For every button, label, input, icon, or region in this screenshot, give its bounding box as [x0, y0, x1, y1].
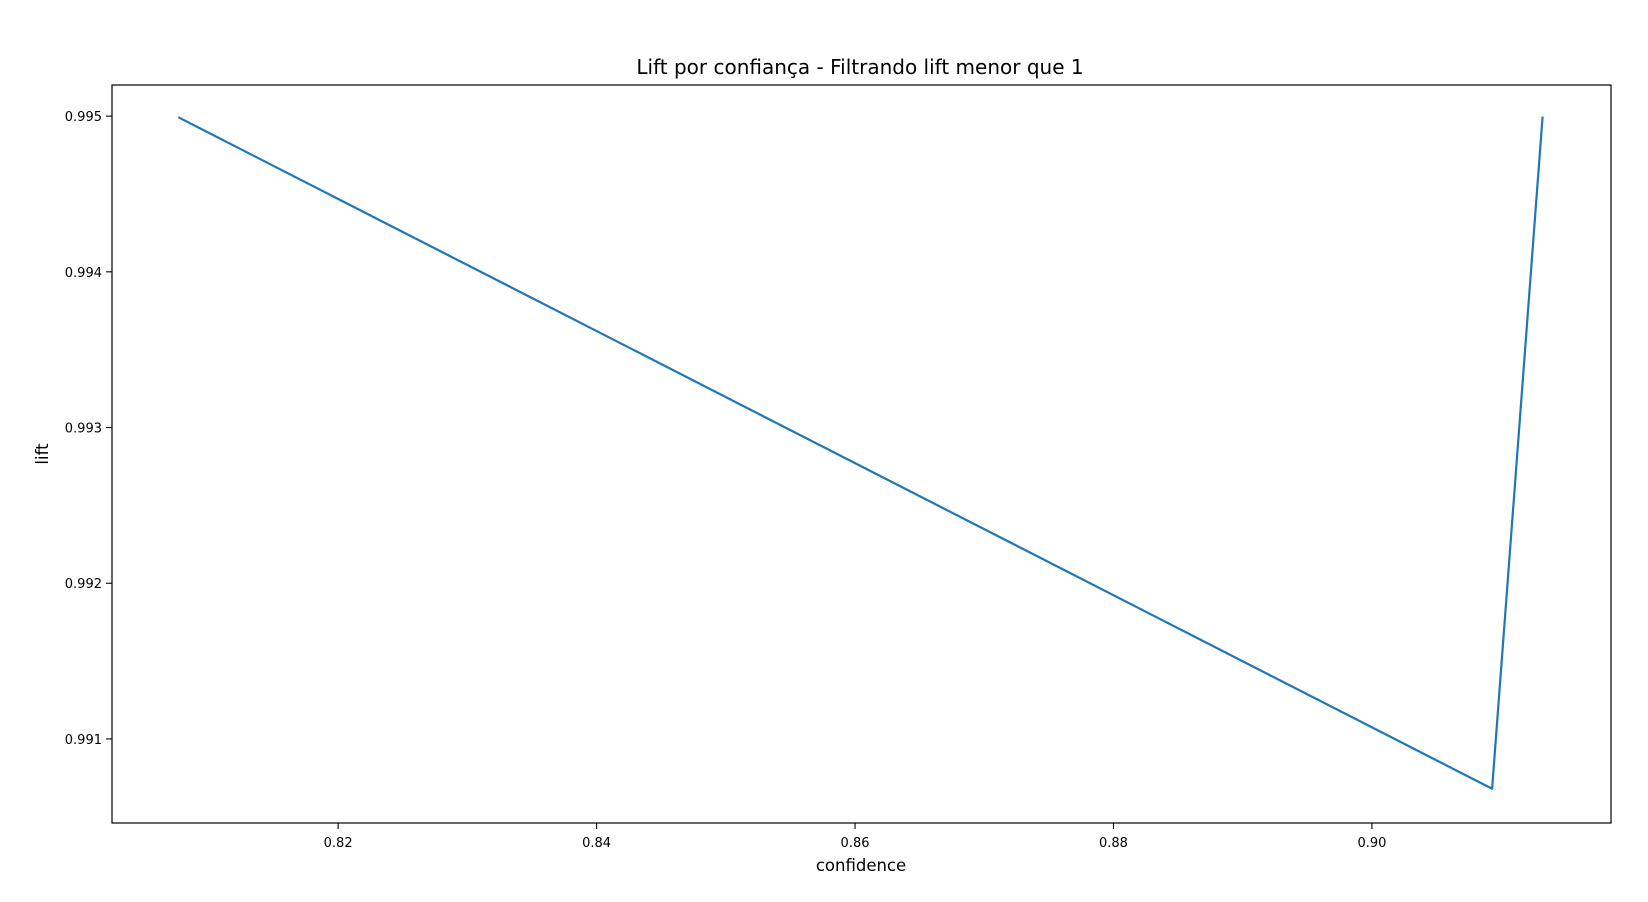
plot-area	[177, 116, 1544, 790]
y-tick-label: 0.993	[65, 422, 102, 437]
plot-frame	[111, 84, 1612, 824]
x-tick-label: 0.84	[582, 836, 611, 851]
x-tick-label: 0.86	[841, 836, 870, 851]
x-axis-title: confidence	[816, 856, 906, 875]
y-axis: 0.991 0.992 0.993 0.994 0.995	[65, 110, 112, 748]
y-axis-title: lift	[33, 443, 52, 465]
x-tick-label: 0.82	[324, 836, 353, 851]
y-tick-label: 0.994	[65, 266, 102, 281]
x-tick-label: 0.88	[1099, 836, 1128, 851]
y-tick-label: 0.991	[65, 733, 102, 748]
x-tick-label: 0.90	[1357, 836, 1386, 851]
x-axis: 0.82 0.84 0.86 0.88 0.90	[324, 823, 1386, 851]
chart-title: Lift por confiança - Filtrando lift meno…	[636, 55, 1083, 79]
series-line-0	[177, 116, 1544, 790]
y-tick-label: 0.992	[65, 577, 102, 592]
y-tick-label: 0.995	[65, 110, 102, 125]
